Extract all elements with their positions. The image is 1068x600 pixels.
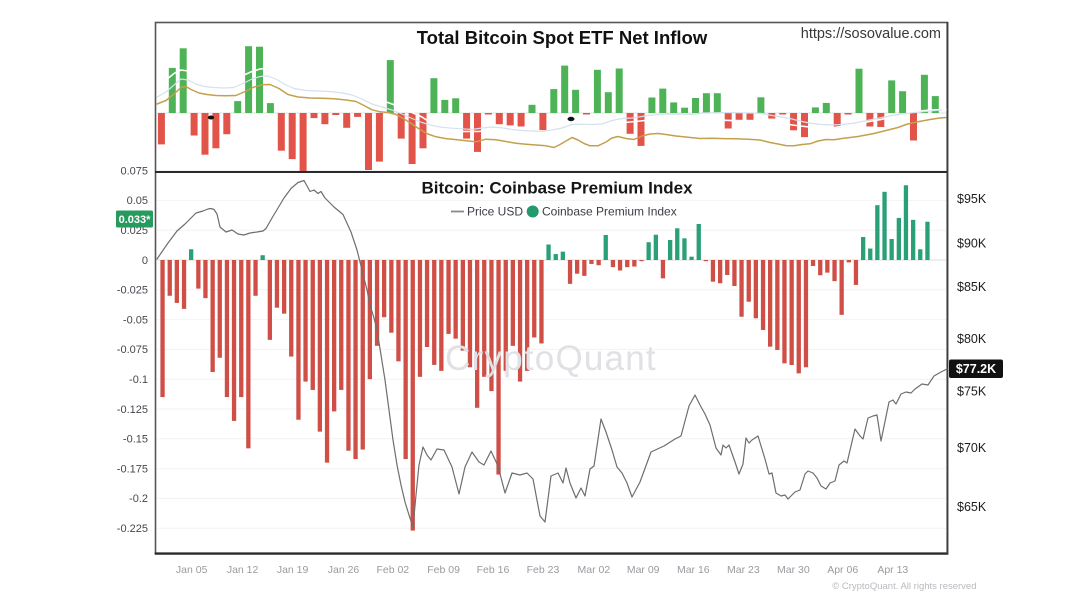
svg-text:Feb 02: Feb 02	[376, 564, 409, 576]
svg-text:© CryptoQuant. All rights rese: © CryptoQuant. All rights reserved	[832, 581, 976, 592]
svg-text:Feb 23: Feb 23	[527, 564, 560, 576]
svg-text:Coinbase Premium Index: Coinbase Premium Index	[542, 205, 677, 219]
svg-text:$95K: $95K	[957, 192, 987, 206]
svg-text:Feb 09: Feb 09	[427, 564, 460, 576]
svg-text:-0.175: -0.175	[117, 463, 148, 475]
svg-text:Mar 16: Mar 16	[677, 564, 710, 576]
svg-text:$77.2K: $77.2K	[956, 362, 996, 376]
svg-text:$90K: $90K	[957, 237, 987, 251]
svg-text:Price USD: Price USD	[467, 205, 523, 219]
svg-text:-0.125: -0.125	[117, 404, 148, 416]
svg-text:Apr 13: Apr 13	[877, 564, 908, 576]
svg-text:https://sosovalue.com: https://sosovalue.com	[801, 26, 941, 42]
svg-text:Jan 26: Jan 26	[328, 564, 360, 576]
svg-text:Jan 05: Jan 05	[176, 564, 208, 576]
svg-text:Mar 02: Mar 02	[578, 564, 611, 576]
svg-text:Mar 09: Mar 09	[627, 564, 660, 576]
svg-text:$70K: $70K	[957, 441, 987, 455]
svg-text:CryptoQuant: CryptoQuant	[445, 339, 657, 378]
svg-text:0.05: 0.05	[127, 195, 148, 207]
svg-text:Total Bitcoin Spot ETF Net Inf: Total Bitcoin Spot ETF Net Inflow	[417, 27, 708, 48]
svg-text:Bitcoin: Coinbase Premium Inde: Bitcoin: Coinbase Premium Index	[421, 179, 693, 198]
svg-text:0.033*: 0.033*	[119, 214, 152, 226]
svg-text:Jan 19: Jan 19	[277, 564, 309, 576]
svg-text:0.025: 0.025	[120, 225, 148, 237]
svg-text:$75K: $75K	[957, 385, 987, 399]
svg-text:Feb 16: Feb 16	[477, 564, 510, 576]
svg-text:-0.15: -0.15	[123, 434, 148, 446]
svg-text:Mar 23: Mar 23	[727, 564, 760, 576]
svg-text:-0.1: -0.1	[129, 374, 148, 386]
svg-text:0: 0	[142, 255, 148, 267]
svg-text:Jan 12: Jan 12	[227, 564, 259, 576]
svg-text:Mar 30: Mar 30	[777, 564, 810, 576]
svg-text:$65K: $65K	[957, 500, 987, 514]
svg-text:$80K: $80K	[957, 332, 987, 346]
svg-text:Apr 06: Apr 06	[827, 564, 858, 576]
svg-text:-0.075: -0.075	[117, 344, 148, 356]
svg-text:$85K: $85K	[957, 280, 987, 294]
svg-text:-0.225: -0.225	[117, 523, 148, 535]
svg-text:-0.025: -0.025	[117, 285, 148, 297]
svg-text:-0.2: -0.2	[129, 493, 148, 505]
svg-text:-0.05: -0.05	[123, 314, 148, 326]
svg-text:0.075: 0.075	[120, 165, 148, 177]
